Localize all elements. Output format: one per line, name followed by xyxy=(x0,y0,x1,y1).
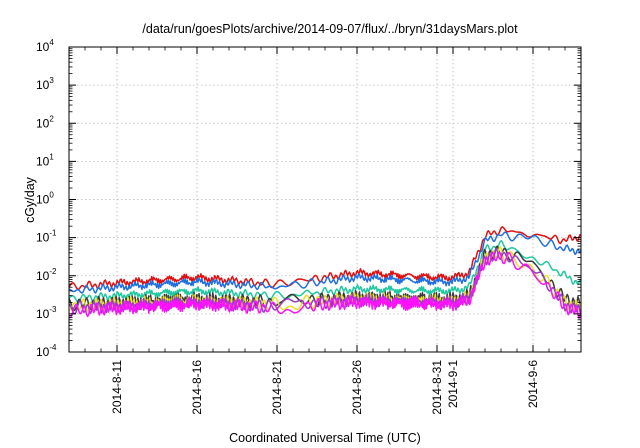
series-line-7 xyxy=(68,251,582,320)
y-tick-label: 10-3 xyxy=(36,305,57,321)
x-tick-label: 2014-8-26 xyxy=(350,360,364,415)
x-tick-label: 2014-8-31 xyxy=(430,360,444,415)
x-tick-label: 2014-9-6 xyxy=(526,360,540,408)
y-tick-label: 100 xyxy=(36,191,54,207)
y-axis-label: cGy/day xyxy=(23,176,37,223)
y-axis: 10-4 10-3 10-2 10-1 100 101 102 103 104 xyxy=(36,38,581,359)
x-tick-label: 2014-8-11 xyxy=(110,360,124,414)
x-axis: 2014-8-11 2014-8-16 2014-8-21 2014-8-26 2014… xyxy=(84,47,566,415)
y-tick-label: 102 xyxy=(36,114,54,130)
y-tick-label: 104 xyxy=(36,38,54,54)
x-tick-label: 2014-8-16 xyxy=(190,360,204,415)
y-tick-label: 10-1 xyxy=(36,229,57,245)
chart-title: /data/run/goesPlots/archive/2014-09-07/f… xyxy=(142,22,518,36)
y-tick-label: 101 xyxy=(36,152,54,168)
x-tick-label: 2014-9-1 xyxy=(446,360,460,408)
series-line-1 xyxy=(68,226,582,291)
y-tick-label: 10-4 xyxy=(36,343,57,359)
series-line-2 xyxy=(68,231,582,294)
x-axis-label: Coordinated Universal Time (UTC) xyxy=(229,431,421,445)
series-group xyxy=(68,226,582,320)
y-tick-label: 10-2 xyxy=(36,267,57,283)
y-tick-label: 103 xyxy=(36,76,54,92)
x-tick-label: 2014-8-21 xyxy=(270,360,284,415)
